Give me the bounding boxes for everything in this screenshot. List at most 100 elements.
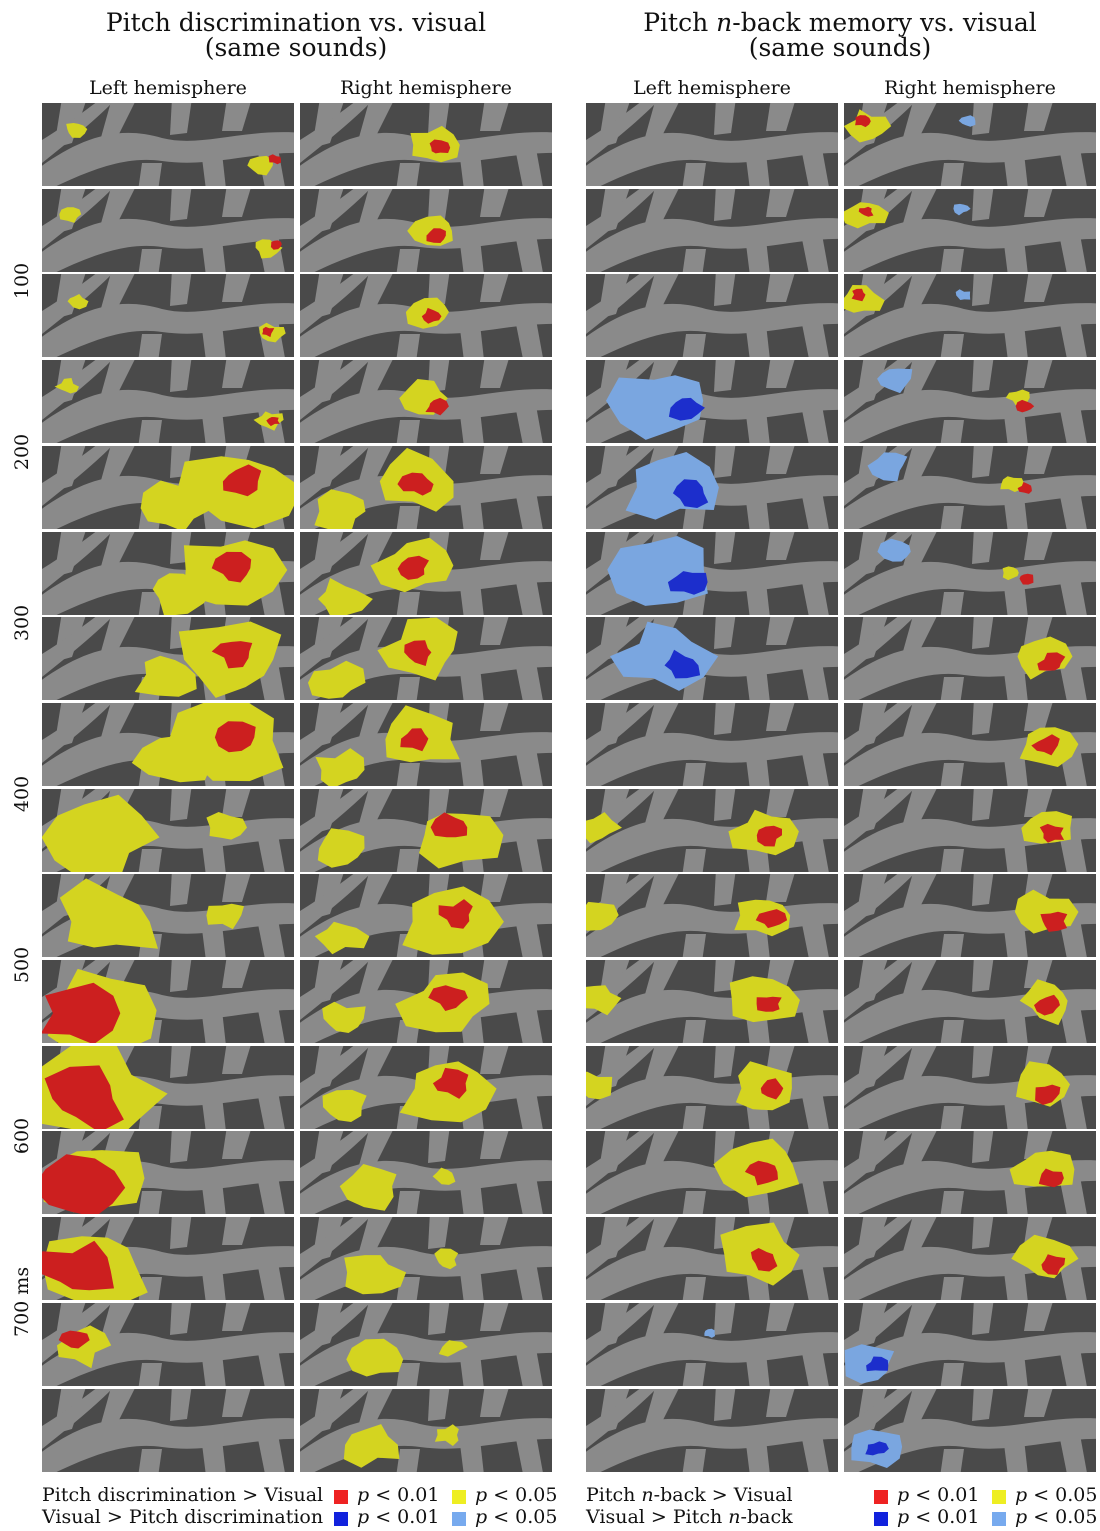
activation-blob (42, 982, 121, 1043)
activation-blob (308, 660, 366, 699)
swatch-p1-blue (334, 1512, 348, 1526)
activation-blob (434, 1248, 459, 1270)
activation-blob (1002, 566, 1019, 581)
activation-blob (428, 985, 468, 1011)
activation-blob (1037, 652, 1066, 671)
activation-blob (958, 115, 976, 127)
activation-blob (667, 571, 708, 595)
brain-map-tile (300, 789, 552, 872)
p-label-p2-lightblue: p < 0.05 (1015, 1506, 1098, 1528)
brain-map-tile (300, 1389, 552, 1472)
p-label-p1-blue: p < 0.01 (357, 1506, 440, 1528)
legend-p1-pos-text: Pitch discrimination > Visual (42, 1484, 324, 1506)
activation-blob (1034, 994, 1060, 1016)
activation-blob (42, 1154, 126, 1214)
swatch-p2-blue (874, 1512, 888, 1526)
activation-blob (750, 1248, 778, 1272)
brain-map-tile (586, 703, 838, 786)
activation-blob (270, 240, 282, 250)
activation-blob (58, 1330, 90, 1349)
brain-map-tile (300, 703, 552, 786)
activation-blob (404, 640, 432, 666)
brain-map-tile (586, 1217, 838, 1300)
panel-2-title-em: n (716, 8, 733, 37)
brain-map-tile (300, 274, 552, 357)
p-label-p2-yellow: p < 0.05 (1015, 1484, 1098, 1506)
activation-blob (668, 397, 705, 421)
activation-blob (134, 655, 197, 697)
brain-map-tile (844, 1046, 1096, 1129)
activation-blob (844, 109, 892, 143)
activation-blob (851, 288, 866, 302)
swatch-p2-lightblue (992, 1512, 1006, 1526)
activation-blob (140, 480, 214, 529)
activation-blob (42, 794, 160, 872)
activation-blob (247, 155, 274, 176)
panel-2-title-line2: (same sounds) (748, 33, 932, 62)
brain-map-tile (42, 1389, 294, 1472)
brain-map-tile (586, 960, 838, 1043)
brain-map-tile (42, 874, 294, 957)
activation-blob (586, 1071, 613, 1100)
brain-map-tile (42, 1217, 294, 1300)
col-header-p2-left: Left hemisphere (633, 77, 791, 99)
col-header-p1-right: Right hemisphere (340, 77, 512, 99)
brain-map-tile (42, 1303, 294, 1386)
activation-blob (44, 1065, 124, 1129)
brain-map-tile (300, 360, 552, 443)
activation-blob (214, 721, 256, 753)
activation-blob (318, 578, 373, 615)
activation-blob (1017, 482, 1032, 494)
brain-map-tile (300, 446, 552, 529)
time-label-500: 500 (11, 946, 33, 984)
brain-map-tile (300, 1303, 552, 1386)
activation-blob (429, 139, 451, 154)
legend-p2-pos-label: Pitch n-back > Visual (586, 1484, 793, 1506)
brain-map-tile (42, 1131, 294, 1214)
brain-map-tile (844, 1131, 1096, 1214)
p-label-p1-yellow: p < 0.05 (475, 1484, 558, 1506)
brain-map-tile (300, 617, 552, 700)
activation-blob (1031, 734, 1060, 756)
activation-blob (421, 307, 442, 324)
activation-blob (268, 154, 281, 165)
brain-map-tile (586, 617, 838, 700)
brain-map-tile (42, 703, 294, 786)
activation-blob (877, 368, 913, 394)
swatch-p2-yellow (992, 1490, 1006, 1504)
brain-map-tile (300, 189, 552, 272)
brain-map-tile (300, 1046, 552, 1129)
brain-map-tile (300, 103, 552, 186)
activation-blob (322, 1089, 367, 1122)
activation-blob (867, 452, 908, 482)
activation-blob (430, 812, 468, 838)
panel-1-title: Pitch discrimination vs. visual (same so… (40, 10, 552, 60)
activation-blob (672, 479, 709, 508)
activation-blob (206, 812, 247, 840)
activation-blob (211, 551, 252, 583)
brain-map-tile (844, 703, 1096, 786)
activation-blob (586, 985, 622, 1016)
activation-blob (586, 812, 622, 844)
activation-blob (262, 326, 275, 338)
brain-map-tile (844, 532, 1096, 615)
panel-1-title-line1: Pitch discrimination vs. visual (105, 8, 487, 37)
activation-blob (152, 573, 214, 615)
p-label-p2-blue: p < 0.01 (897, 1506, 980, 1528)
brain-map-tile (42, 103, 294, 186)
time-label-300: 300 (11, 604, 33, 642)
brain-map-tile (300, 960, 552, 1043)
activation-blob (438, 1340, 468, 1357)
activation-blob (865, 1441, 889, 1456)
activation-blob (1040, 911, 1068, 932)
activation-blob (744, 1160, 778, 1186)
brain-map-tile (300, 874, 552, 957)
swatch-p1-lightblue (452, 1512, 466, 1526)
brain-map-tile (844, 874, 1096, 957)
activation-blob (131, 735, 213, 783)
activation-blob (67, 294, 89, 310)
brain-map-tile (300, 1131, 552, 1214)
brain-map-tile (42, 360, 294, 443)
activation-blob (438, 899, 473, 929)
brain-map-tile (586, 874, 838, 957)
